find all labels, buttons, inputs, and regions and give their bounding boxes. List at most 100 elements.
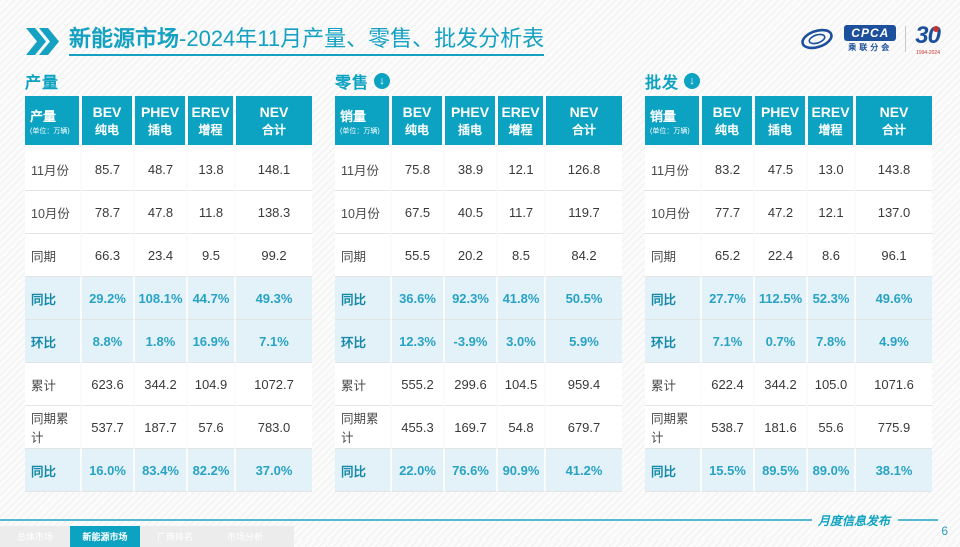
table-row: 环比 8.8% 1.8% 16.9% 7.1% [25, 320, 312, 363]
value-cell: 105.0 [808, 363, 856, 406]
nav-tab-2[interactable]: 新能源市场 [70, 526, 140, 547]
value-cell: 67.5 [392, 191, 445, 234]
value-cell: 99.2 [236, 234, 312, 277]
table-header-row: 销量 (单位：万辆) BEV 纯电 PHEV 插电 EREV 增程 NEV 合计 [645, 96, 932, 148]
row-label-cell: 同期 [335, 234, 392, 277]
value-cell: 84.2 [546, 234, 622, 277]
value-cell: 89.0% [808, 449, 856, 492]
row-label-cell: 同比 [645, 277, 702, 320]
corner-header-cell: 销量 (单位：万辆) [335, 96, 392, 148]
corner-header-cell: 销量 (单位：万辆) [645, 96, 702, 148]
value-cell: 37.0% [236, 449, 312, 492]
row-label-cell: 同比 [25, 277, 82, 320]
section-title-production: 产量 [25, 75, 60, 92]
down-arrow-icon: ↓ [374, 73, 391, 89]
value-cell: 3.0% [498, 320, 546, 363]
table-row: 11月份 85.7 48.7 13.8 148.1 [25, 148, 312, 191]
page-title-rest: -2024年11月产量、零售、批发分析表 [179, 26, 545, 51]
value-cell: 126.8 [546, 148, 622, 191]
value-cell: 49.3% [236, 277, 312, 320]
column-name: 合计 [881, 122, 906, 137]
footer-tabs: 总体市场 新能源市场 厂商排名 市场分析 [0, 526, 294, 547]
row-label-cell: 累计 [335, 363, 392, 406]
value-cell: 15.5% [702, 449, 755, 492]
table-row: 同期累计 537.7 187.7 57.6 783.0 [25, 406, 312, 449]
value-cell: 148.1 [236, 148, 312, 191]
value-cell: 36.6% [392, 277, 445, 320]
value-cell: 1071.6 [856, 363, 932, 406]
column-header-cell: NEV 合计 [546, 96, 622, 148]
column-name: 增程 [508, 122, 533, 137]
wholesale-table: 销量 (单位：万辆) BEV 纯电 PHEV 插电 EREV 增程 NEV 合计 11月份 83.2 4… [645, 96, 932, 492]
value-cell: 7.1% [702, 320, 755, 363]
footer-caption: 月度信息发布 [818, 514, 891, 528]
production-table: 产量 (单位：万辆) BEV 纯电 PHEV 插电 EREV 增程 NEV 合计 11月份 85.7 4… [25, 96, 312, 492]
table-header-row: 销量 (单位：万辆) BEV 纯电 PHEV 插电 EREV 增程 NEV 合计 [335, 96, 622, 148]
retail-table: 销量 (单位：万辆) BEV 纯电 PHEV 插电 EREV 增程 NEV 合计 11月份 75.8 3… [335, 96, 622, 492]
value-cell: 38.9 [445, 148, 498, 191]
section-title-retail: 零售 [335, 75, 370, 92]
value-cell: 119.7 [546, 191, 622, 234]
value-cell: 54.8 [498, 406, 546, 449]
value-cell: 47.5 [755, 148, 808, 191]
value-cell: 104.5 [498, 363, 546, 406]
nav-tab-4[interactable]: 市场分析 [226, 532, 263, 542]
value-cell: 65.2 [702, 234, 755, 277]
value-cell: 29.2% [82, 277, 135, 320]
table-row: 11月份 83.2 47.5 13.0 143.8 [645, 148, 932, 191]
cpca-wordmark: CPCA 乘联分会 [844, 25, 897, 53]
value-cell: 1.8% [135, 320, 188, 363]
value-cell: 13.0 [808, 148, 856, 191]
value-cell: 138.3 [236, 191, 312, 234]
page-title: 新能源市场-2024年11月产量、零售、批发分析表 [69, 26, 545, 57]
value-cell: 16.9% [188, 320, 236, 363]
table-row: 环比 7.1% 0.7% 7.8% 4.9% [645, 320, 932, 363]
column-header-cell: NEV 合计 [856, 96, 932, 148]
column-header-cell: EREV 增程 [498, 96, 546, 148]
column-code: NEV [259, 103, 289, 120]
footer-line [0, 519, 812, 521]
column-header-cell: NEV 合计 [236, 96, 312, 148]
corner-header-cell: 产量 (单位：万辆) [25, 96, 82, 148]
nav-tab-3[interactable]: 厂商排名 [156, 532, 193, 542]
value-cell: 90.9% [498, 449, 546, 492]
value-cell: 57.6 [188, 406, 236, 449]
table-row: 同期 55.5 20.2 8.5 84.2 [335, 234, 622, 277]
value-cell: 104.9 [188, 363, 236, 406]
value-cell: 8.5 [498, 234, 546, 277]
table-row: 同比 22.0% 76.6% 90.9% 41.2% [335, 449, 622, 492]
value-cell: 12.1 [498, 148, 546, 191]
value-cell: 47.8 [135, 191, 188, 234]
column-code: EREV [811, 103, 850, 120]
production-section: 产量 产量 (单位：万辆) BEV 纯电 PHEV 插电 EREV 增程 NEV 合计 11月份 85… [25, 68, 312, 492]
row-label-cell: 环比 [645, 320, 702, 363]
value-cell: 455.3 [392, 406, 445, 449]
value-cell: 23.4 [135, 234, 188, 277]
value-cell: 50.5% [546, 277, 622, 320]
value-cell: 537.7 [82, 406, 135, 449]
column-name: 合计 [571, 122, 596, 137]
row-label-cell: 累计 [25, 363, 82, 406]
wholesale-section: 批发 ↓ 销量 (单位：万辆) BEV 纯电 PHEV 插电 EREV 增程 NEV 合计 11月份… [645, 68, 932, 492]
value-cell: 44.7% [188, 277, 236, 320]
value-cell: 48.7 [135, 148, 188, 191]
table-row: 环比 12.3% -3.9% 3.0% 5.9% [335, 320, 622, 363]
nav-tab-1[interactable]: 总体市场 [16, 532, 53, 542]
value-cell: 41.8% [498, 277, 546, 320]
row-label-cell: 环比 [335, 320, 392, 363]
value-cell: 181.6 [755, 406, 808, 449]
value-cell: 9.5 [188, 234, 236, 277]
value-cell: 75.8 [392, 148, 445, 191]
value-cell: 66.3 [82, 234, 135, 277]
row-label-cell: 同比 [25, 449, 82, 492]
column-name: 合计 [261, 122, 286, 137]
footer-line-short [898, 519, 938, 521]
row-label-cell: 同比 [645, 449, 702, 492]
anniversary-years: 1994-2024 [916, 50, 940, 56]
value-cell: 5.9% [546, 320, 622, 363]
value-cell: 7.8% [808, 320, 856, 363]
cpca-acronym: CPCA [844, 25, 897, 41]
column-name: 插电 [147, 122, 172, 137]
row-label-cell: 11月份 [25, 148, 82, 191]
column-code: EREV [501, 103, 540, 120]
